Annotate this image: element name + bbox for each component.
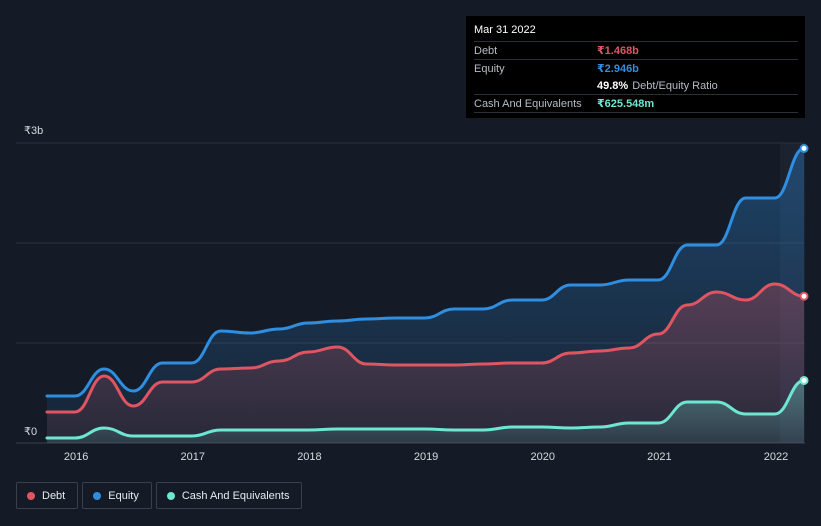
legend-cash-label: Cash And Equivalents xyxy=(181,489,290,502)
chart-svg: ₹0 ₹3b 2016 2017 2018 2019 2020 2021 2022 xyxy=(16,125,809,463)
legend-equity-dot-icon xyxy=(93,491,102,500)
legend-item-debt[interactable]: Debt xyxy=(16,482,79,509)
legend-item-equity[interactable]: Equity xyxy=(82,482,152,509)
marker-equity xyxy=(799,143,809,153)
debt-equity-chart: ₹0 ₹3b 2016 2017 2018 2019 2020 2021 2022 xyxy=(16,125,809,463)
x-tick-label: 2019 xyxy=(414,451,438,463)
area-debt xyxy=(47,284,804,443)
y-tick-label: ₹3b xyxy=(24,125,43,137)
legend-debt-label: Debt xyxy=(42,489,66,502)
x-tick-label: 2021 xyxy=(647,451,671,463)
line-cash xyxy=(45,378,806,440)
axes: ₹0 ₹3b 2016 2017 2018 2019 2020 2021 2022 xyxy=(24,125,788,463)
legend-cash-dot-icon xyxy=(166,491,175,500)
tooltip-equity-value: ₹2.946b xyxy=(597,63,639,75)
tooltip-ratio-value: 49.8% xyxy=(597,79,629,92)
x-tick-label: 2022 xyxy=(764,451,788,463)
tooltip-equity-label: Equity xyxy=(474,62,505,75)
chart-legend: Debt Equity Cash And Equivalents xyxy=(16,482,303,509)
tooltip-panel: Mar 31 2022 Debt ₹1.468b Equity ₹2.946b … xyxy=(466,16,805,118)
tooltip-debt-label: Debt xyxy=(474,44,498,57)
x-tick-label: 2018 xyxy=(297,451,321,463)
marker-cash xyxy=(799,375,809,385)
x-tick-label: 2017 xyxy=(181,451,205,463)
legend-equity-label: Equity xyxy=(108,489,139,502)
series-areas xyxy=(47,148,804,443)
x-tick-label: 2016 xyxy=(64,451,88,463)
x-tick-label: 2020 xyxy=(530,451,554,463)
tooltip-cash-label: Cash And Equivalents xyxy=(474,97,582,110)
area-cash xyxy=(47,380,804,443)
tooltip-date: Mar 31 2022 xyxy=(474,24,536,36)
tooltip-row-cash: Cash And Equivalents ₹625.548m xyxy=(474,94,798,113)
marker-debt xyxy=(799,291,809,301)
tooltip-debt-value: ₹1.468b xyxy=(597,45,639,57)
line-debt xyxy=(45,282,806,414)
end-markers xyxy=(799,143,809,385)
series-lines xyxy=(45,146,806,440)
tooltip-cash-value: ₹625.548m xyxy=(597,98,655,110)
line-equity xyxy=(45,146,806,398)
tooltip-row-equity: Equity ₹2.946b xyxy=(474,59,798,77)
legend-debt-dot-icon xyxy=(27,491,35,500)
tooltip-row-ratio: 49.8% Debt/Equity Ratio xyxy=(474,77,798,94)
tooltip-ratio-label: Debt/Equity Ratio xyxy=(632,79,718,92)
legend-item-cash[interactable]: Cash And Equivalents xyxy=(155,482,303,509)
y-tick-label: ₹0 xyxy=(24,426,37,438)
tooltip-row-debt: Debt ₹1.468b xyxy=(474,41,798,59)
